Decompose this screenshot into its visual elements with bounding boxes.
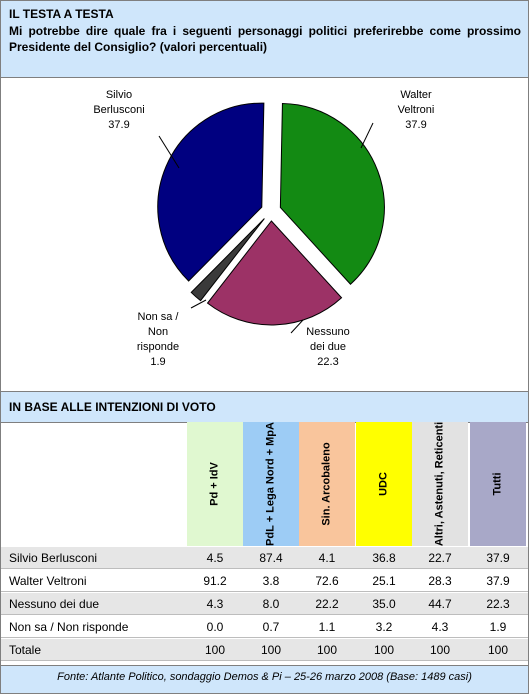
- table-cell: 100: [204, 643, 226, 657]
- table-cell: 22.7: [428, 551, 452, 565]
- table-row: Walter Veltroni 91.2 3.8 72.6 25.1 28.3 37.9: [1, 570, 528, 591]
- column-header-0: Pd + IdV: [187, 422, 243, 546]
- pie-chart: [157, 102, 385, 334]
- table-cell: 1.9: [489, 620, 507, 634]
- pie-chart-area: Silvio Berlusconi 37.9 Walter Veltroni 3…: [1, 78, 528, 391]
- label-veltroni-value: 37.9: [405, 119, 427, 131]
- table-section-header: IN BASE ALLE INTENZIONI DI VOTO: [1, 391, 528, 423]
- leader-line-nonsa: [190, 299, 207, 309]
- row-divider: [1, 568, 528, 569]
- row-label: Silvio Berlusconi: [9, 551, 98, 565]
- column-header-label: Pd + IdV: [208, 462, 221, 506]
- row-label: Walter Veltroni: [9, 574, 87, 588]
- row-divider: [1, 660, 528, 661]
- table-cell: 37.9: [486, 551, 510, 565]
- table-cell: 22.3: [486, 597, 510, 611]
- chart-question: Mi potrebbe dire quale fra i seguenti pe…: [9, 24, 521, 54]
- slice-nessuno: [206, 220, 343, 326]
- column-header-5: Tutti: [470, 422, 526, 546]
- leader-line-berlusconi: [158, 135, 180, 169]
- table-row: Totale 100 100 100 100 100 100: [1, 639, 528, 660]
- table-cell: 100: [260, 643, 282, 657]
- table-row: Nessuno dei due 4.3 8.0 22.2 35.0 44.7 22.3: [1, 593, 528, 614]
- table-cell: 8.0: [262, 597, 280, 611]
- table-cell: 44.7: [428, 597, 452, 611]
- label-veltroni: Walter Veltroni 37.9: [381, 88, 451, 133]
- table-cell: 4.1: [318, 551, 336, 565]
- table-row: Non sa / Non risponde 0.0 0.7 1.1 3.2 4.3 1.9: [1, 616, 528, 637]
- table-cell: 28.3: [428, 574, 452, 588]
- column-header-label: UDC: [377, 472, 390, 496]
- source-note: Fonte: Atlante Politico, sondaggio Demos…: [57, 671, 472, 683]
- label-nessuno-line1: Nessuno: [306, 326, 350, 338]
- table-section-title: IN BASE ALLE INTENZIONI DI VOTO: [9, 400, 216, 414]
- label-berlusconi-line1: Silvio: [105, 89, 133, 101]
- column-header-2: Sin. Arcobaleno: [299, 422, 355, 546]
- label-nonsa-value: 1.9: [150, 356, 166, 368]
- column-header-label: Tutti: [491, 472, 504, 496]
- column-header-label: Altri, Astenuti, Reticenti: [433, 421, 446, 547]
- row-divider: [1, 614, 528, 615]
- row-label: Nessuno dei due: [9, 597, 100, 611]
- header-panel: IL TESTA A TESTA Mi potrebbe dire quale …: [1, 1, 528, 78]
- table-cell: 100: [429, 643, 451, 657]
- footer: Fonte: Atlante Politico, sondaggio Demos…: [1, 665, 528, 693]
- label-veltroni-line1: Walter: [400, 89, 432, 101]
- label-nessuno-value: 22.3: [317, 356, 339, 368]
- row-label: Non sa / Non risponde: [9, 620, 129, 634]
- label-berlusconi-value: 37.9: [108, 119, 130, 131]
- table-cell: 72.6: [315, 574, 339, 588]
- table-cell: 25.1: [372, 574, 396, 588]
- label-nonsa-line3: risponde: [136, 341, 180, 353]
- column-header-3: UDC: [356, 422, 412, 546]
- table-cell: 0.0: [206, 620, 224, 634]
- chart-title: IL TESTA A TESTA: [9, 7, 114, 21]
- label-nessuno-line2: dei due: [309, 341, 347, 353]
- table-row: Silvio Berlusconi 4.5 87.4 4.1 36.8 22.7 37.9: [1, 547, 528, 568]
- table-cell: 0.7: [262, 620, 280, 634]
- table-cell: 22.2: [315, 597, 339, 611]
- column-header-4: Altri, Astenuti, Reticenti: [412, 422, 468, 546]
- table-cell: 4.3: [431, 620, 449, 634]
- row-divider: [1, 637, 528, 638]
- leader-line-veltroni: [360, 122, 374, 149]
- table-cell: 36.8: [372, 551, 396, 565]
- label-nonsa: Non sa / Non risponde 1.9: [129, 310, 187, 370]
- table-cell: 37.9: [486, 574, 510, 588]
- column-header-label: PdL + Lega Nord + MpA: [264, 422, 277, 546]
- slice-veltroni: [279, 102, 385, 285]
- label-nessuno: Nessuno dei due 22.3: [293, 325, 363, 370]
- row-label: Totale: [9, 643, 42, 657]
- table-cell: 4.5: [206, 551, 224, 565]
- table-cell: 35.0: [372, 597, 396, 611]
- label-nonsa-line1: Non sa /: [137, 311, 179, 323]
- label-veltroni-line2: Veltroni: [397, 104, 435, 116]
- table-cell: 1.1: [318, 620, 336, 634]
- table-cell: 100: [487, 643, 509, 657]
- label-berlusconi-line2: Berlusconi: [93, 104, 145, 116]
- table-cell: 91.2: [203, 574, 227, 588]
- table-cell: 100: [373, 643, 395, 657]
- label-berlusconi: Silvio Berlusconi 37.9: [79, 88, 159, 133]
- table-cell: 87.4: [259, 551, 283, 565]
- label-nonsa-line2: Non: [147, 326, 169, 338]
- slice-nonsa: [190, 218, 265, 302]
- column-header-label: Sin. Arcobaleno: [320, 442, 333, 526]
- table-cell: 4.3: [206, 597, 224, 611]
- table-cell: 3.8: [262, 574, 280, 588]
- leader-line-nessuno: [290, 319, 304, 334]
- column-header-1: PdL + Lega Nord + MpA: [243, 422, 299, 546]
- slice-berlusconi: [157, 102, 265, 282]
- table-cell: 100: [316, 643, 338, 657]
- row-divider: [1, 591, 528, 592]
- table-cell: 3.2: [375, 620, 393, 634]
